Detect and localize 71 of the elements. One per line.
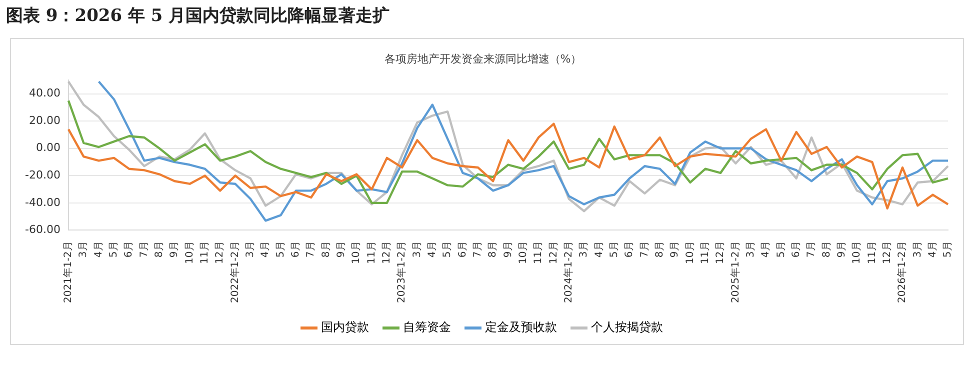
legend-label: 个人按揭贷款 xyxy=(591,320,663,334)
x-tick-label: 9月 xyxy=(169,241,180,258)
x-tick-label: 2023年1-2月 xyxy=(396,241,408,304)
x-tick-label: 7月 xyxy=(806,241,818,258)
legend-label: 自筹资金 xyxy=(403,320,451,334)
x-tick-label: 12月 xyxy=(382,241,393,264)
x-tick-label: 2024年1-2月 xyxy=(562,241,574,304)
x-tick-label: 5月 xyxy=(942,241,954,258)
x-tick-label: 6月 xyxy=(290,241,302,258)
x-tick-label: 3月 xyxy=(412,241,423,258)
x-tick-label: 4月 xyxy=(93,241,104,258)
y-tick-label: 40.00 xyxy=(28,86,60,100)
x-tick-label: 10月 xyxy=(351,241,362,264)
x-tick-label: 6月 xyxy=(124,241,135,258)
legend-label: 定金及预收款 xyxy=(485,320,557,334)
x-tick-label: 8月 xyxy=(654,241,666,258)
x-tick-label: 6月 xyxy=(457,241,468,258)
x-tick-label: 10月 xyxy=(184,241,196,264)
x-tick-label: 3月 xyxy=(745,241,756,258)
x-tick-label: 5月 xyxy=(442,241,454,258)
x-tick-label: 2026年1-2月 xyxy=(896,241,908,304)
x-tick-label: 4月 xyxy=(260,241,272,258)
x-tick-label: 12月 xyxy=(715,241,726,264)
chart-subtitle: 各项房地产开发资金来源同比增速（%） xyxy=(384,52,582,66)
x-tick-label: 5月 xyxy=(776,241,787,258)
y-tick-label: 20.00 xyxy=(28,114,60,127)
x-tick-label: 7月 xyxy=(306,241,317,258)
x-tick-label: 5月 xyxy=(608,241,620,258)
x-tick-label: 5月 xyxy=(275,241,286,258)
x-tick-label: 8月 xyxy=(154,241,166,258)
x-tick-label: 7月 xyxy=(138,241,150,258)
x-tick-label: 8月 xyxy=(821,241,832,258)
x-tick-label: 12月 xyxy=(882,241,893,264)
x-tick-label: 4月 xyxy=(927,241,938,258)
x-tick-label: 11月 xyxy=(866,241,878,264)
x-tick-label: 3月 xyxy=(912,241,924,258)
x-tick-label: 9月 xyxy=(502,241,514,258)
x-tick-label: 6月 xyxy=(624,241,636,258)
y-tick-label: -20.00 xyxy=(24,168,60,182)
y-tick-label: -60.00 xyxy=(24,223,60,236)
x-tick-label: 11月 xyxy=(366,241,378,264)
x-tick-label: 2025年1-2月 xyxy=(729,241,742,304)
y-tick-label: 0.00 xyxy=(36,141,60,154)
x-tick-label: 3月 xyxy=(578,241,590,258)
x-tick-label: 3月 xyxy=(245,241,256,258)
x-tick-label: 12月 xyxy=(548,241,560,264)
x-tick-label: 11月 xyxy=(200,241,211,264)
x-tick-label: 12月 xyxy=(214,241,226,264)
x-tick-label: 6月 xyxy=(790,241,802,258)
x-tick-label: 7月 xyxy=(472,241,484,258)
x-tick-label: 2022年1-2月 xyxy=(228,241,241,304)
x-tick-label: 8月 xyxy=(488,241,499,258)
x-tick-label: 9月 xyxy=(670,241,681,258)
x-tick-label: 8月 xyxy=(320,241,332,258)
x-tick-label: 10月 xyxy=(852,241,863,264)
chart-title: 图表 9：2026 年 5 月国内贷款同比降幅显著走扩 xyxy=(6,5,390,27)
legend-label: 国内贷款 xyxy=(321,320,369,334)
x-tick-label: 3月 xyxy=(78,241,90,258)
y-tick-label: -40.00 xyxy=(24,196,60,209)
x-tick-label: 7月 xyxy=(639,241,650,258)
x-tick-label: 9月 xyxy=(836,241,848,258)
x-tick-label: 4月 xyxy=(594,241,605,258)
x-tick-label: 11月 xyxy=(700,241,711,264)
x-tick-label: 11月 xyxy=(533,241,544,264)
x-tick-label: 10月 xyxy=(518,241,529,264)
x-tick-label: 9月 xyxy=(336,241,348,258)
x-tick-label: 4月 xyxy=(427,241,438,258)
x-tick-label: 10月 xyxy=(684,241,696,264)
x-tick-label: 4月 xyxy=(760,241,772,258)
x-tick-label: 2021年1-2月 xyxy=(62,241,74,304)
x-tick-label: 5月 xyxy=(108,241,120,258)
